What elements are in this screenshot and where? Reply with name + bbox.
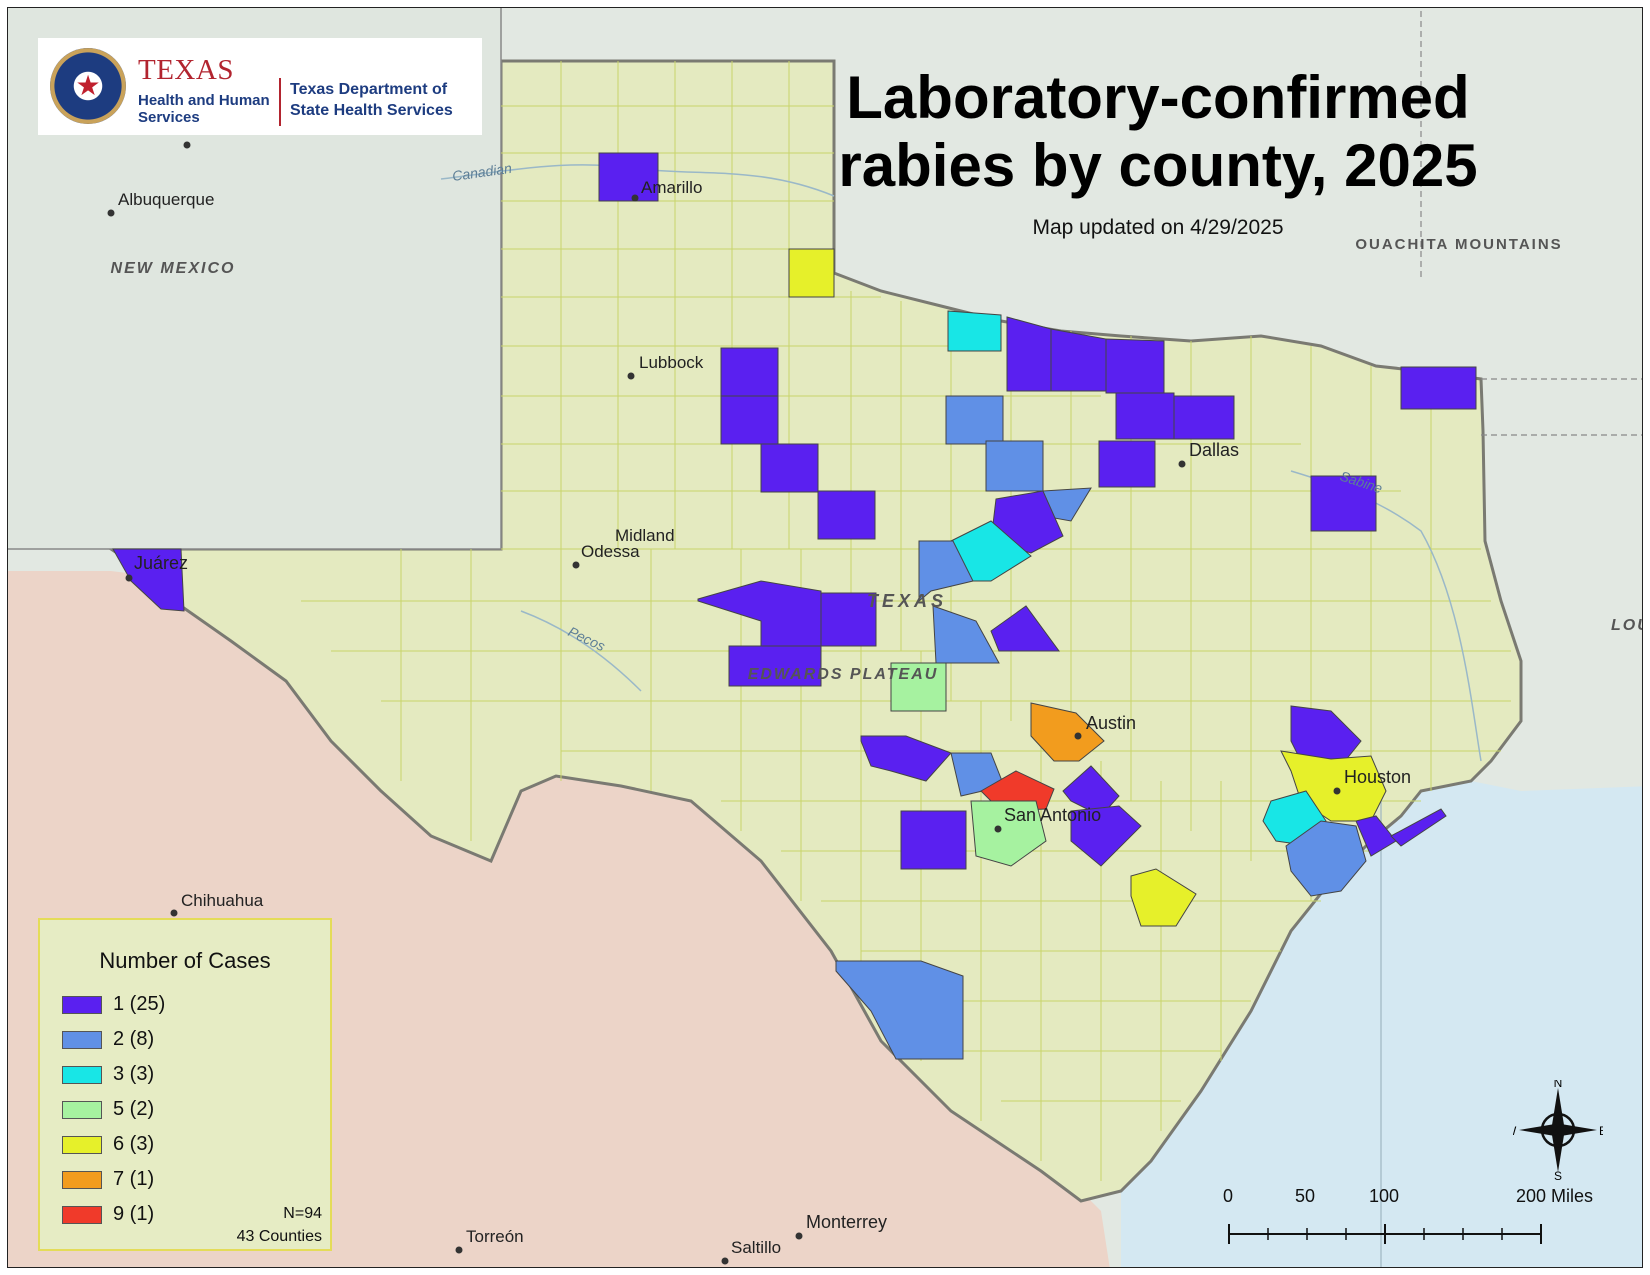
logo-divider — [279, 78, 281, 126]
logo-texas-text: TEXAS — [138, 54, 234, 86]
legend-swatch — [62, 1206, 102, 1224]
legend-swatch — [62, 1171, 102, 1189]
county-grid — [301, 61, 1511, 1181]
county-n5 — [1173, 395, 1235, 440]
county-n6 — [1098, 440, 1156, 488]
city-labels: Amarillo Lubbock Midland Odessa Dallas A… — [118, 178, 1411, 1257]
county-c2 — [817, 490, 876, 540]
compass-e: E — [1599, 1124, 1603, 1138]
city-dallas: Dallas — [1189, 440, 1239, 460]
county-b2 — [985, 440, 1044, 492]
city-saltillo: Saltillo — [731, 1238, 781, 1257]
city-san-antonio: San Antonio — [1004, 805, 1101, 825]
county-south-b — [835, 960, 964, 1060]
texas-seal-icon: ★ — [50, 48, 126, 124]
legend: Number of Cases 1 (25) 2 (8) 3 (3) 5 (2)… — [38, 918, 332, 1251]
logo-dshs-text: Texas Department of State Health Service… — [290, 81, 453, 119]
legend-label: 5 (2) — [113, 1098, 155, 1120]
region-ouachita: OUACHITA MOUNTAINS — [1355, 236, 1562, 253]
county-austin — [1030, 702, 1105, 762]
city-midland: Midland — [615, 526, 675, 545]
legend-swatch — [62, 1066, 102, 1084]
scale-bar: 0 50 100 200 Miles — [1223, 1186, 1593, 1256]
county-highlights — [112, 152, 1477, 1060]
pecos-river — [520, 610, 642, 692]
county-b1 — [945, 395, 1004, 445]
county-n2 — [1050, 328, 1107, 392]
city-juarez: Juárez — [134, 553, 188, 573]
city-dots — [107, 141, 1341, 1265]
region-labels: NEW MEXICO TEXAS EDWARDS PLATEAU OUACHIT… — [111, 236, 1643, 683]
city-odessa: Odessa — [581, 542, 640, 561]
scale-label: 200 Miles — [1516, 1186, 1594, 1206]
legend-swatch — [62, 1136, 102, 1154]
region-louisiana: LOUISI — [1611, 617, 1643, 634]
city-lubbock: Lubbock — [639, 353, 704, 372]
county-n3 — [1105, 338, 1165, 394]
legend-label: 1 (25) — [113, 993, 166, 1015]
legend-title: Number of Cases — [99, 948, 271, 973]
county-lubbock-a — [720, 347, 779, 397]
county-n4 — [1115, 392, 1175, 440]
county-p3 — [820, 592, 877, 647]
city-chihuahua: Chihuahua — [181, 891, 264, 910]
scale-label: 0 — [1223, 1186, 1234, 1206]
city-houston: Houston — [1344, 767, 1411, 787]
county-b5 — [932, 605, 1000, 664]
legend-label: 2 (8) — [113, 1028, 155, 1050]
logo-hhs-text: Health and Human Services — [138, 92, 270, 126]
region-new-mexico: NEW MEXICO — [111, 260, 236, 277]
county-ne — [1400, 366, 1477, 410]
map: Amarillo Lubbock Midland Odessa Dallas A… — [8, 8, 1643, 1267]
legend-label: 7 (1) — [113, 1168, 155, 1190]
county-p12 — [1390, 808, 1447, 847]
city-torreon: Torreón — [466, 1227, 524, 1246]
map-subtitle: Map updated on 4/29/2025 — [1032, 216, 1284, 239]
city-albuquerque: Albuquerque — [118, 190, 214, 209]
compass-w: W — [1513, 1124, 1517, 1138]
county-p7 — [1062, 765, 1120, 817]
county-p5 — [990, 605, 1060, 652]
scale-label: 50 — [1295, 1186, 1316, 1206]
county-y1 — [1130, 868, 1197, 927]
compass-s: S — [1554, 1169, 1562, 1180]
legend-label: 3 (3) — [113, 1063, 155, 1085]
legend-swatch — [62, 1101, 102, 1119]
county-p9 — [1070, 805, 1142, 867]
county-c1 — [760, 443, 819, 493]
city-austin: Austin — [1086, 713, 1136, 733]
map-frame: Amarillo Lubbock Midland Odessa Dallas A… — [7, 7, 1643, 1268]
legend-total-cases: N=94 — [283, 1205, 322, 1222]
county-lubbock-b — [720, 395, 779, 445]
county-e1 — [1310, 475, 1377, 532]
legend-label: 6 (3) — [113, 1133, 155, 1155]
dshs-logo: ★ TEXAS Health and Human Services Texas … — [38, 38, 482, 135]
region-texas: TEXAS — [867, 591, 947, 611]
scale-label: 100 — [1369, 1186, 1400, 1206]
compass-n: N — [1554, 1080, 1563, 1090]
county-panhandle-east — [788, 248, 835, 298]
map-title: Laboratory-confirmed rabies by county, 2… — [838, 64, 1478, 199]
county-p4 — [728, 645, 822, 687]
legend-swatch — [62, 1031, 102, 1049]
city-amarillo: Amarillo — [641, 178, 702, 197]
county-g1 — [890, 662, 947, 712]
region-edwards-plateau: EDWARDS PLATEAU — [748, 666, 939, 683]
north-arrow-icon: N S E W — [1505, 1076, 1607, 1183]
county-b4 — [918, 540, 974, 603]
county-red-river — [947, 310, 1002, 352]
county-p6 — [860, 735, 952, 782]
scale-ruler — [1228, 1224, 1542, 1244]
county-n1 — [1006, 316, 1052, 392]
legend-label: 9 (1) — [113, 1203, 155, 1225]
county-p8 — [900, 810, 967, 870]
city-monterrey: Monterrey — [806, 1212, 887, 1232]
county-sa — [970, 800, 1047, 867]
legend-county-count: 43 Counties — [236, 1228, 322, 1245]
county-b7 — [1285, 820, 1367, 897]
legend-swatch — [62, 996, 102, 1014]
county-amarillo — [598, 152, 659, 202]
